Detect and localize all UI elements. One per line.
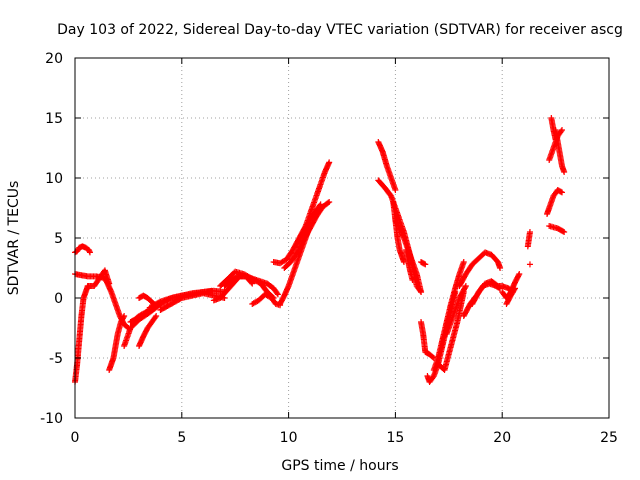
data-point [316,202,323,209]
y-tick-label: -5 [49,351,63,367]
data-point [511,286,518,293]
data-point [418,289,425,295]
x-axis-label: GPS time / hours [281,458,398,474]
data-point [152,314,159,321]
data-point [429,354,436,361]
data-point [326,159,333,166]
x-tick-label: 10 [280,430,298,446]
data-point [208,287,215,294]
data-point [409,277,416,283]
x-tick-label: 5 [177,430,186,446]
y-tick-labels: -10 -5 0 5 10 15 20 [40,51,63,427]
data-point [325,199,332,206]
data-point [392,187,399,193]
data-point [274,291,281,298]
data-point [561,169,568,175]
data-point [422,261,429,268]
data-point [86,249,93,256]
axis-ticks [74,57,610,419]
data-point [460,259,467,265]
data-point [526,261,533,268]
x-tick-label: 20 [493,430,511,446]
data-point [516,271,523,277]
y-tick-label: 0 [54,291,63,307]
y-tick-label: 20 [45,51,63,67]
x-tick-label: 0 [71,430,80,446]
x-tick-label: 25 [600,430,618,446]
data-point [559,127,566,133]
x-tick-labels: 0 5 10 15 20 25 [71,430,618,446]
data-point [274,290,281,297]
data-point [561,229,568,235]
data-point [317,201,324,208]
data-point [515,272,522,279]
data-point [558,128,565,135]
data-point [462,284,469,291]
y-tick-label: 15 [45,111,63,127]
data-point [121,313,128,319]
data-point [462,283,469,289]
data-point [326,199,333,205]
data-point [559,189,566,196]
y-tick-label: -10 [40,411,63,427]
y-tick-label: 5 [54,231,63,247]
data-point [526,229,533,235]
y-tick-label: 10 [45,171,63,187]
x-tick-label: 15 [386,430,404,446]
data-point [497,265,504,271]
chart-title: Day 103 of 2022, Sidereal Day-to-day VTE… [57,22,623,38]
data-point [512,285,519,292]
data-point [153,313,160,319]
y-axis-label: SDTVAR / TECUs [6,181,22,296]
data-point [120,314,127,321]
data-points [72,115,568,385]
grid-lines [75,58,609,418]
